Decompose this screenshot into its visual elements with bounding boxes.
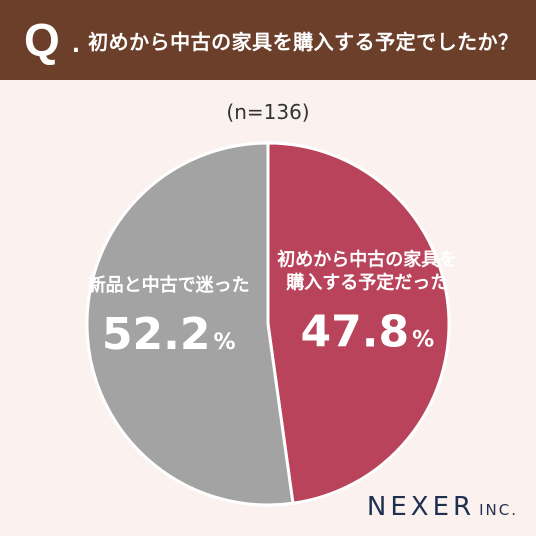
nexer-logo: NEXER INC. — [367, 492, 518, 522]
sample-size: (n=136) — [226, 100, 310, 124]
question-header: Q . 初めから中古の家具を購入する予定でしたか？ — [0, 0, 536, 80]
logo-name: NEXER — [366, 492, 476, 522]
slice-label-1-line-0: 新品と中古で迷った — [88, 274, 250, 296]
slice-label-0-line-0: 初めから中古の家具を — [277, 249, 457, 271]
question-text: 初めから中古の家具を購入する予定でしたか？ — [88, 29, 519, 54]
slice-label-0-line-1: 購入する予定だった — [285, 272, 448, 294]
q-dot: . — [71, 33, 81, 58]
q-mark: Q — [24, 14, 60, 66]
pie-slice-0 — [266, 141, 451, 505]
logo-suffix: INC. — [479, 501, 518, 519]
pie-slice-1 — [85, 141, 295, 507]
slice-value-0: 47.8% — [301, 307, 435, 358]
slice-value-1: 52.2% — [102, 309, 236, 360]
